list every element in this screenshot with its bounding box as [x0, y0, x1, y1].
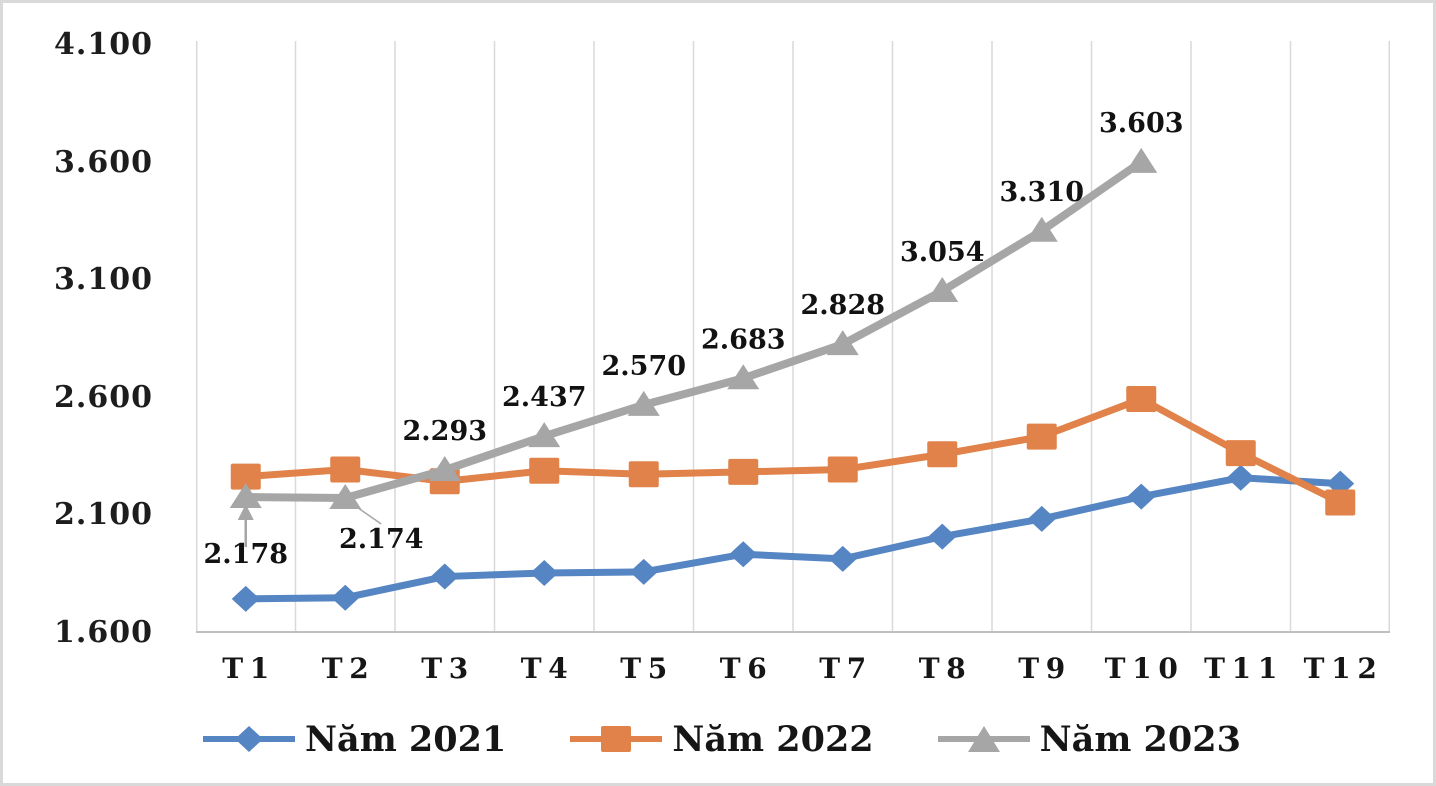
legend-item-nam-2023: Năm 2023 — [936, 722, 1241, 757]
legend-marker-square-icon — [570, 726, 663, 752]
marker-diamond-T3 — [430, 563, 459, 590]
marker-square-T8 — [927, 441, 958, 468]
marker-diamond-T2 — [331, 584, 360, 611]
marker-triangle-T5 — [627, 390, 660, 416]
legend-item-nam-2022: Năm 2022 — [568, 718, 874, 760]
series-line-1 — [245, 474, 1341, 603]
x-tick-label-T6: T6 — [719, 652, 774, 685]
plot-area: 2.178 2.174 2.293 2.437 2.570 2.683 2.828 3.054… — [196, 41, 1390, 633]
y-tick-label: 2.100 — [54, 497, 153, 533]
marker-square-T2 — [330, 456, 361, 483]
x-tick-label-T5: T5 — [620, 652, 674, 685]
y-tick-label: 3.100 — [54, 262, 153, 298]
marker-square-T12 — [1325, 489, 1356, 516]
data-label-T9: 3.310 — [999, 177, 1084, 208]
marker-square-T4 — [529, 457, 560, 484]
y-tick-label: 4.100 — [54, 27, 153, 62]
marker-square-T7 — [827, 456, 858, 483]
legend-marker-diamond-icon — [203, 726, 296, 752]
x-tick-label-T3: T3 — [421, 652, 475, 685]
marker-diamond-T10 — [1127, 483, 1156, 510]
data-label-T6: 2.683 — [701, 324, 786, 355]
x-tick-label-T4: T4 — [520, 652, 575, 685]
x-tick-label-T1: T1 — [222, 652, 276, 685]
marker-triangle-T1 — [229, 483, 262, 509]
marker-square-T6 — [728, 458, 759, 485]
data-label-T7: 2.828 — [800, 290, 885, 321]
y-tick-label: 1.600 — [54, 615, 153, 650]
chart-legend: Năm 2021 Năm 2022 Năm 2023 — [3, 713, 1433, 765]
legend-label: Năm 2023 — [1039, 718, 1241, 760]
marker-diamond-T7 — [828, 545, 857, 572]
x-tick-label-T8: T8 — [918, 652, 973, 685]
marker-diamond-T11 — [1226, 464, 1255, 491]
marker-triangle-T9 — [1025, 216, 1058, 242]
marker-diamond-T1 — [231, 585, 260, 612]
marker-square-T9 — [1026, 423, 1057, 450]
x-tick-label-T11: T11 — [1204, 652, 1285, 685]
marker-triangle-T3 — [428, 456, 461, 482]
marker-triangle-T4 — [528, 422, 561, 448]
marker-triangle-T7 — [826, 330, 859, 356]
data-label-T4: 2.437 — [502, 382, 587, 413]
legend-marker-triangle-icon — [937, 726, 1030, 752]
data-label-T3: 2.293 — [402, 416, 487, 447]
data-label-T5: 2.570 — [601, 351, 686, 382]
marker-triangle-T2 — [329, 483, 362, 509]
marker-square-T1 — [230, 463, 261, 490]
y-tick-label: 2.600 — [54, 379, 153, 415]
legend-label: Năm 2022 — [672, 718, 874, 760]
data-label-T10: 3.603 — [1099, 108, 1184, 139]
marker-diamond-T5 — [629, 558, 658, 585]
data-label-T8: 3.054 — [900, 237, 985, 268]
data-label-T2: 2.174 — [339, 524, 424, 555]
marker-square-T10 — [1126, 385, 1157, 412]
marker-diamond-T4 — [530, 560, 559, 587]
marker-triangle-T10 — [1125, 147, 1158, 173]
x-tick-label-T9: T9 — [1018, 652, 1072, 685]
marker-square-T11 — [1225, 440, 1256, 467]
chart-svg: 2.178 2.1742.2932.4372.5702.6832.8283.054… — [196, 41, 1390, 633]
marker-square-T5 — [628, 461, 659, 488]
x-tick-label-T7: T7 — [819, 652, 873, 685]
x-tick-label-T12: T12 — [1303, 652, 1384, 685]
series-line-2 — [245, 395, 1342, 506]
y-tick-label: 3.600 — [54, 144, 153, 180]
legend-item-nam-2021: Năm 2021 — [201, 722, 506, 757]
marker-diamond-T9 — [1027, 505, 1056, 532]
marker-triangle-T8 — [926, 277, 959, 303]
callout-arrowhead-icon — [237, 504, 254, 521]
marker-diamond-T8 — [928, 523, 957, 550]
x-tick-label-T2: T2 — [321, 652, 376, 685]
x-tick-label-T10: T10 — [1104, 652, 1185, 685]
series-line-3 — [245, 158, 1144, 503]
marker-triangle-T6 — [727, 364, 760, 390]
marker-diamond-T6 — [729, 541, 758, 568]
callout-leader-line — [354, 505, 382, 525]
legend-label: Năm 2021 — [305, 718, 507, 760]
